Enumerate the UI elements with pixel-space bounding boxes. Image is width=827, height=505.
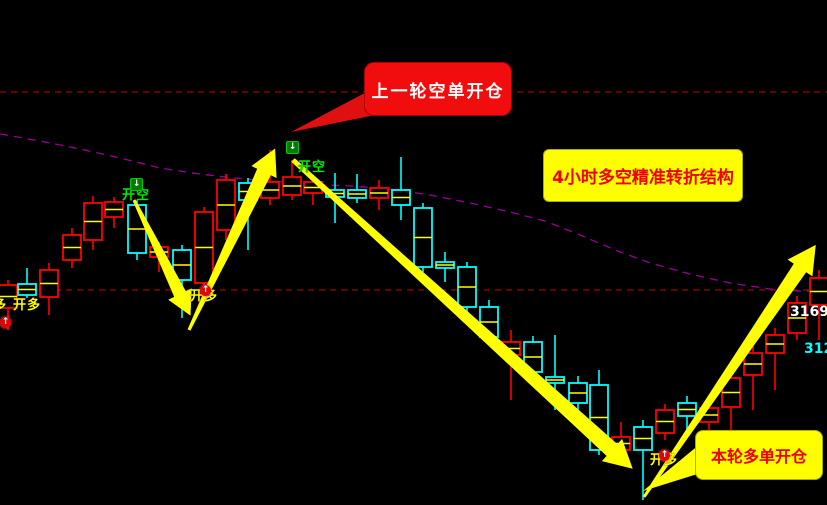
callout-current-long-entry: 本轮多单开仓 <box>695 430 823 480</box>
callout-structure-note: 4小时多空精准转折结构 <box>543 149 743 202</box>
callout-tail <box>643 444 707 491</box>
callout-prev-short-entry: 上一轮空单开仓 <box>364 62 512 116</box>
ma-line <box>0 133 827 293</box>
trend-arrow-down <box>291 158 633 469</box>
trend-arrow-up <box>642 244 816 498</box>
trend-arrow-down <box>132 199 192 316</box>
